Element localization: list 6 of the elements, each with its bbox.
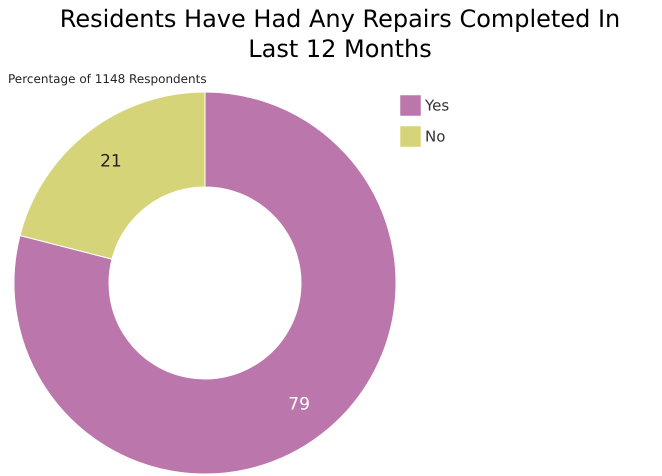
- chart-subtitle: Percentage of 1148 Respondents: [8, 72, 207, 86]
- chart-title: Residents Have Had Any Repairs Completed In Last 12 Months: [60, 5, 620, 63]
- legend-label: Yes: [424, 96, 450, 114]
- legend-label: No: [425, 128, 446, 146]
- data-label: 21: [100, 152, 122, 172]
- data-label: 79: [288, 394, 310, 414]
